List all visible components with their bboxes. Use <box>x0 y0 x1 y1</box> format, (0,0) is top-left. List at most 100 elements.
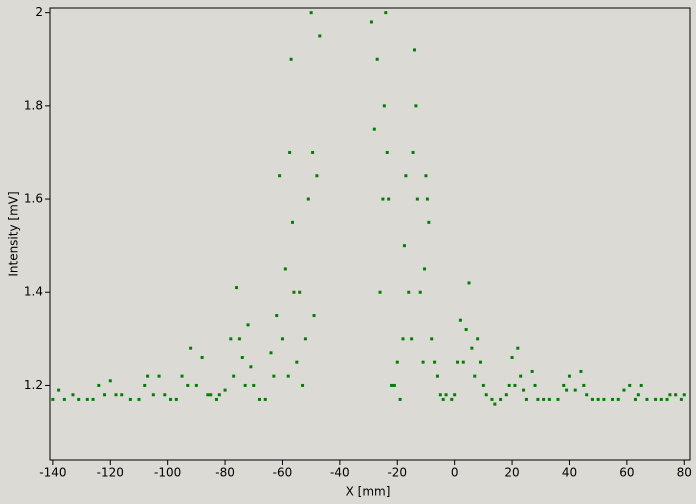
data-point <box>473 374 477 378</box>
data-point <box>395 360 399 364</box>
data-point <box>418 290 422 294</box>
data-point <box>542 397 546 401</box>
data-point <box>579 369 583 373</box>
data-point <box>114 393 118 397</box>
data-point <box>309 11 313 15</box>
data-point <box>120 393 124 397</box>
data-point <box>484 393 488 397</box>
data-point <box>645 397 649 401</box>
data-point <box>243 383 247 387</box>
data-point <box>151 393 155 397</box>
data-point <box>464 328 468 332</box>
data-point <box>415 197 419 201</box>
data-point <box>143 383 147 387</box>
data-point <box>311 150 315 154</box>
data-point <box>289 57 293 61</box>
data-point <box>450 397 454 401</box>
x-tick-label: -20 <box>387 466 407 480</box>
data-point <box>91 397 95 401</box>
data-point <box>493 402 497 406</box>
x-tick-label: -60 <box>273 466 293 480</box>
data-point <box>674 393 678 397</box>
data-point <box>235 286 239 290</box>
data-point <box>504 393 508 397</box>
data-point <box>438 393 442 397</box>
data-point <box>186 383 190 387</box>
data-point <box>237 337 241 341</box>
data-point <box>536 397 540 401</box>
data-point <box>385 150 389 154</box>
data-point <box>425 197 429 201</box>
data-point <box>390 383 394 387</box>
data-point <box>269 351 273 355</box>
data-point <box>616 397 620 401</box>
data-point <box>283 267 287 271</box>
data-point <box>478 360 482 364</box>
data-point <box>668 393 672 397</box>
data-point <box>280 337 284 341</box>
data-point <box>157 374 161 378</box>
data-point <box>295 360 299 364</box>
y-tick-label: 1.8 <box>24 98 43 112</box>
data-point <box>232 374 236 378</box>
data-point <box>533 383 537 387</box>
data-point <box>108 379 112 383</box>
data-point <box>298 290 302 294</box>
data-point <box>375 57 379 61</box>
data-point <box>240 355 244 359</box>
x-tick-label: 0 <box>451 466 459 480</box>
y-tick-label: 2 <box>35 5 43 19</box>
data-point <box>562 383 566 387</box>
data-point <box>392 383 396 387</box>
data-point <box>200 355 204 359</box>
data-point <box>97 383 101 387</box>
plot-frame <box>49 7 691 461</box>
data-point <box>456 360 460 364</box>
data-point <box>128 397 132 401</box>
data-point <box>602 397 606 401</box>
data-point <box>381 197 385 201</box>
data-point <box>682 393 686 397</box>
data-point <box>62 397 66 401</box>
data-point <box>272 374 276 378</box>
data-point <box>398 397 402 401</box>
x-tick-label: -80 <box>215 466 235 480</box>
data-point <box>206 393 210 397</box>
data-point <box>524 397 528 401</box>
data-point <box>71 393 75 397</box>
data-point <box>318 34 322 38</box>
data-point <box>288 150 292 154</box>
data-point <box>628 383 632 387</box>
data-point <box>435 374 439 378</box>
x-tick-label: -120 <box>97 466 124 480</box>
x-tick-label: 60 <box>619 466 634 480</box>
data-point <box>547 397 551 401</box>
data-point <box>585 393 589 397</box>
data-point <box>303 337 307 341</box>
data-point <box>659 397 663 401</box>
data-point <box>209 393 213 397</box>
data-point <box>286 374 290 378</box>
x-tick-label: -140 <box>39 466 66 480</box>
data-point <box>611 397 615 401</box>
data-point <box>387 197 391 201</box>
data-point <box>369 20 373 24</box>
data-point <box>246 323 250 327</box>
data-point <box>163 393 167 397</box>
x-tick-label: 20 <box>504 466 519 480</box>
data-point <box>249 365 253 369</box>
data-point <box>573 388 577 392</box>
data-point <box>180 374 184 378</box>
y-tick-label: 1.6 <box>24 192 43 206</box>
x-axis-label: X [mm] <box>346 485 391 499</box>
data-point <box>229 337 233 341</box>
data-point <box>292 290 296 294</box>
y-tick-label: 1.2 <box>24 378 43 392</box>
data-point <box>410 337 414 341</box>
data-point <box>636 393 640 397</box>
data-point <box>470 346 474 350</box>
data-point <box>223 388 227 392</box>
data-point <box>291 220 295 224</box>
data-point <box>522 388 526 392</box>
data-point <box>679 397 683 401</box>
